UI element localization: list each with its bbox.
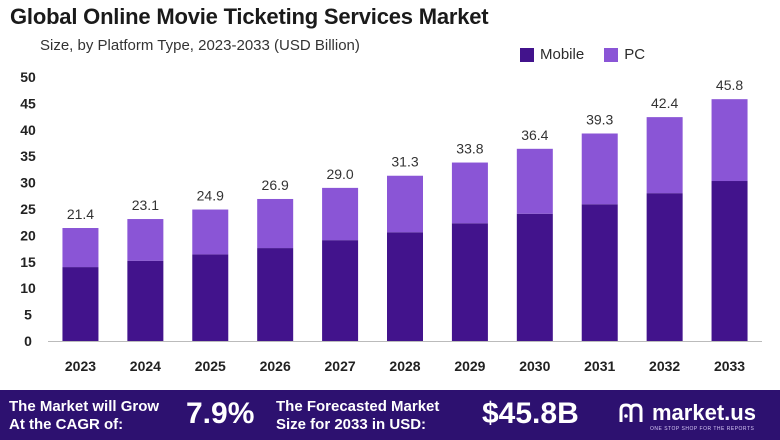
y-tick-label: 20 [20, 227, 36, 243]
summary-footer: The Market will Grow At the CAGR of: 7.9… [0, 390, 780, 440]
cagr-label-line1: The Market will Grow [9, 398, 160, 415]
cagr-value: 7.9% [186, 397, 255, 430]
bar-pc-2024 [127, 219, 164, 261]
y-tick-label: 50 [20, 69, 36, 85]
x-tick-label: 2026 [260, 358, 291, 374]
bar-mobile-2029 [451, 223, 488, 341]
x-tick-label: 2030 [519, 358, 550, 374]
cagr-label: The Market will Grow At the CAGR of: [9, 398, 159, 434]
bar-pc-2033 [711, 99, 748, 182]
bar-mobile-2024 [127, 260, 164, 341]
bar-pc-2029 [451, 162, 488, 224]
x-tick-label: 2029 [454, 358, 485, 374]
x-tick-label: 2025 [195, 358, 226, 374]
x-tick-label: 2027 [325, 358, 356, 374]
bar-mobile-2025 [192, 254, 229, 341]
bar-mobile-2033 [711, 181, 748, 341]
cagr-label-line2: At the CAGR of: [9, 416, 124, 433]
bar-pc-2027 [322, 187, 359, 241]
bar-mobile-2026 [257, 248, 294, 341]
x-tick-label: 2023 [65, 358, 96, 374]
bar-pc-2025 [192, 209, 229, 255]
legend-item-pc: PC [604, 46, 645, 63]
y-tick-label: 45 [20, 95, 36, 111]
brand-logo: market.us [618, 400, 756, 426]
y-tick-label: 10 [20, 280, 36, 296]
data-label-total: 29.0 [326, 166, 353, 182]
bar-mobile-2032 [646, 193, 683, 341]
y-tick-label: 0 [24, 333, 32, 349]
forecast-label-line1: The Forecasted Market [276, 398, 440, 415]
y-tick-label: 40 [20, 122, 36, 138]
data-label-total: 39.3 [586, 111, 613, 127]
data-label-total: 42.4 [651, 95, 678, 111]
legend-swatch-mobile [520, 47, 534, 62]
brand-tagline: ONE STOP SHOP FOR THE REPORTS [650, 426, 755, 432]
data-label-total: 24.9 [197, 188, 224, 204]
y-tick-label: 25 [20, 201, 36, 217]
x-tick-label: 2028 [389, 358, 420, 374]
legend: Mobile PC [520, 46, 645, 63]
market-us-logo-icon [619, 403, 643, 422]
bar-mobile-2031 [581, 204, 618, 341]
data-label-total: 36.4 [521, 127, 548, 143]
y-tick-label: 5 [24, 307, 32, 323]
x-tick-label: 2024 [130, 358, 161, 374]
y-tick-label: 15 [20, 254, 36, 270]
bar-pc-2026 [257, 198, 294, 249]
forecast-label-line2: Size for 2033 in USD: [276, 416, 427, 433]
data-label-total: 33.8 [456, 141, 483, 157]
chart-subtitle: Size, by Platform Type, 2023-2033 (USD B… [40, 37, 360, 54]
legend-item-mobile: Mobile [520, 46, 584, 63]
data-label-total: 23.1 [132, 197, 159, 213]
chart-title: Global Online Movie Ticketing Services M… [10, 4, 489, 29]
bar-mobile-2030 [516, 213, 553, 341]
data-label-total: 21.4 [67, 206, 94, 222]
bar-pc-2023 [62, 228, 99, 268]
data-label-total: 26.9 [262, 177, 289, 193]
data-label-total: 45.8 [716, 77, 743, 93]
forecast-value: $45.8B [482, 397, 579, 430]
brand-name: market.us [652, 400, 756, 425]
bar-mobile-2023 [62, 267, 99, 341]
x-tick-label: 2032 [649, 358, 680, 374]
x-tick-label: 2033 [714, 358, 745, 374]
x-tick-label: 2031 [584, 358, 615, 374]
bar-pc-2032 [646, 117, 683, 194]
bar-mobile-2027 [322, 240, 359, 341]
legend-label-pc: PC [624, 46, 646, 63]
bar-chart: 0510152025303540455021.4202323.1202424.9… [20, 69, 762, 374]
bar-pc-2030 [516, 148, 553, 214]
y-tick-label: 35 [20, 148, 36, 164]
bar-pc-2028 [387, 175, 423, 233]
legend-swatch-pc [604, 47, 619, 62]
legend-label-mobile: Mobile [540, 46, 585, 63]
bar-pc-2031 [581, 133, 618, 205]
bar-mobile-2028 [387, 232, 423, 341]
forecast-label: The Forecasted Market Size for 2033 in U… [276, 398, 439, 434]
y-tick-label: 30 [20, 175, 36, 191]
data-label-total: 31.3 [391, 154, 418, 170]
